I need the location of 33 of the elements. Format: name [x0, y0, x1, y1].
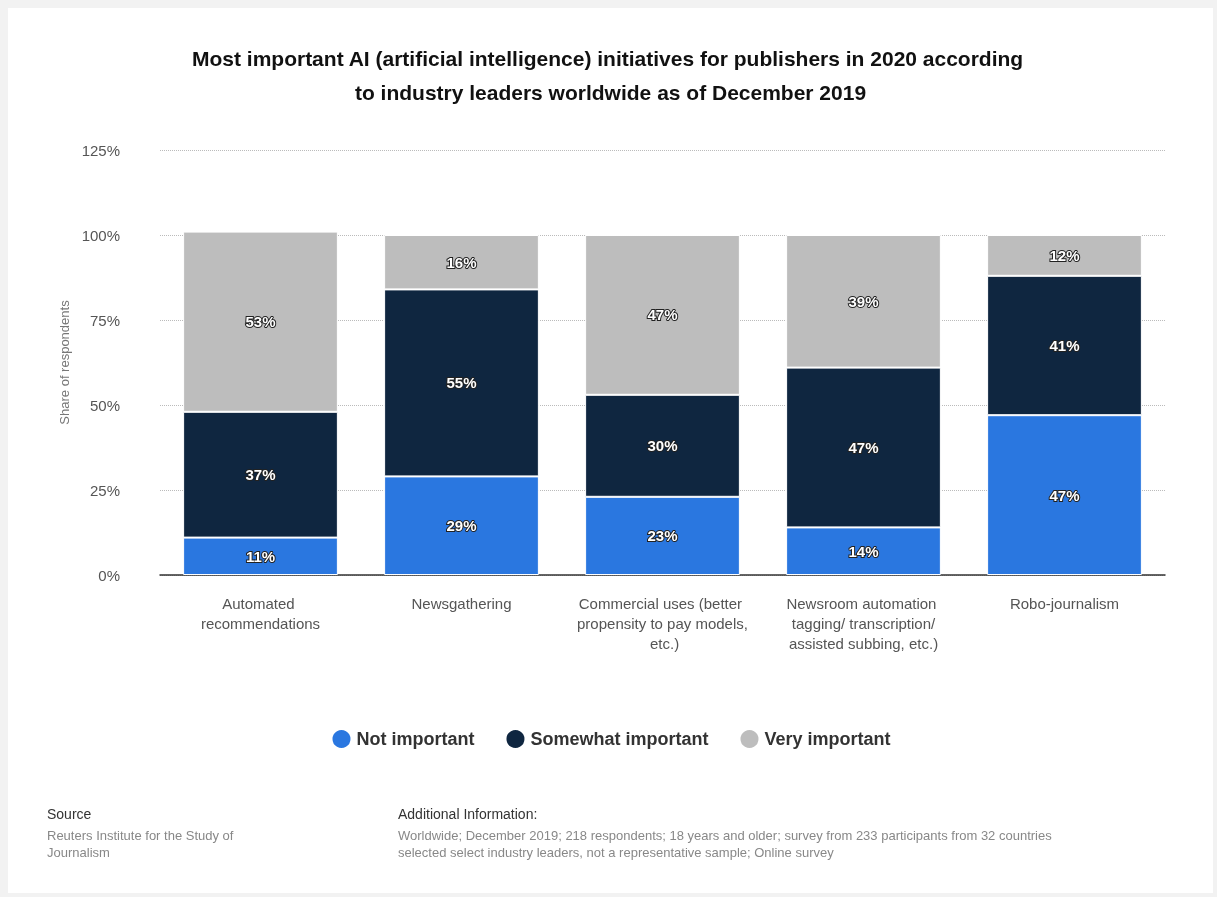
legend-label: Somewhat important	[530, 729, 709, 749]
x-tick-label: Newsgathering	[411, 594, 512, 612]
data-label: 29%	[446, 517, 477, 535]
data-label: 47%	[848, 439, 879, 456]
data-label: 41%	[1049, 337, 1080, 354]
text: Worldwide; December 2019; 218 respondents; 18 years and older; survey from 233 participants from 32 countries selected select industry leaders, not a representative sample; Online survey	[398, 828, 1056, 860]
y-tick-label: 100%	[81, 226, 120, 244]
x-tick-label: Robo-journalism	[1009, 594, 1120, 612]
y-tick-label: 50%	[89, 396, 120, 414]
data-label: 47%	[1049, 486, 1080, 504]
legend-label: Not important	[356, 729, 475, 749]
data-label: 16%	[446, 253, 477, 271]
y-tick-label: 0%	[98, 566, 120, 584]
y-tick-label: 75%	[89, 311, 120, 329]
y-tick-label: 125%	[81, 141, 120, 159]
text: Additional Information:	[398, 805, 538, 822]
data-label: 14%	[848, 542, 879, 560]
data-label: 23%	[647, 527, 678, 545]
legend-label: Very important	[764, 729, 891, 749]
chart-title: Most important AI (artificial intelligence) initiatives for publishers in 2020 according to industry leaders worldwide as of December 2019	[191, 46, 1030, 104]
data-label: 11%	[245, 547, 276, 565]
data-label: 30%	[647, 437, 678, 455]
data-label: 55%	[446, 374, 477, 392]
text: Source	[47, 805, 92, 822]
x-tick-label: Commercial uses (better propensity to pay models, etc.)	[577, 594, 748, 652]
y-axis-title: Share of respondents	[56, 299, 72, 425]
text: Reuters Institute for the Study of Journalism	[47, 828, 238, 860]
data-label: 53%	[245, 313, 276, 331]
y-tick-label: 25%	[89, 481, 120, 499]
x-tick-label: Automated recommendations	[200, 594, 321, 632]
x-tick-label: Newsroom automation tagging/ transcription/assisted subbing, etc.)	[786, 594, 941, 652]
data-label: 47%	[647, 306, 678, 324]
data-label: 37%	[245, 466, 276, 484]
